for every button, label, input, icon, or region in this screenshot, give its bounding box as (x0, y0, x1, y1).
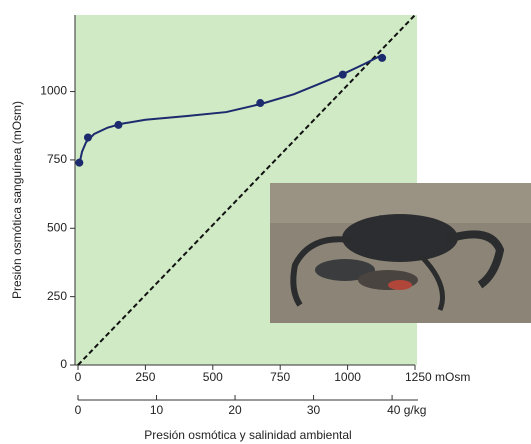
data-point (256, 99, 264, 107)
y-tick-label: 500 (47, 220, 67, 234)
x2-tick-label: 40 g/kg (387, 403, 426, 417)
y-tick-label: 0 (60, 357, 67, 371)
data-point (114, 121, 122, 129)
x2-tick-label: 30 (307, 403, 321, 417)
data-point (75, 159, 83, 167)
x-tick-label: 500 (203, 370, 223, 384)
x-tick-label: 1000 (334, 370, 361, 384)
data-point (84, 134, 92, 142)
x2-tick-label: 20 (228, 403, 242, 417)
x-axis-label: Presión osmótica y salinidad ambiental (144, 428, 351, 442)
x-tick-label: 750 (270, 370, 290, 384)
y-axis-label: Presión osmótica sanguínea (mOsm) (10, 101, 24, 299)
chart: Presión osmótica sanguínea (mOsm) Presió… (0, 0, 531, 444)
x2-tick-label: 10 (150, 403, 164, 417)
data-point (378, 54, 386, 62)
x2-tick-label: 0 (75, 403, 82, 417)
x-tick-label: 0 (75, 370, 82, 384)
y-tick-label: 1000 (40, 84, 67, 98)
x-tick-label: 1250 mOsm (405, 370, 470, 384)
x-tick-label: 250 (135, 370, 155, 384)
crab-photo (270, 183, 531, 323)
y-tick-label: 750 (47, 152, 67, 166)
data-point (339, 71, 347, 79)
y-tick-label: 250 (47, 289, 67, 303)
